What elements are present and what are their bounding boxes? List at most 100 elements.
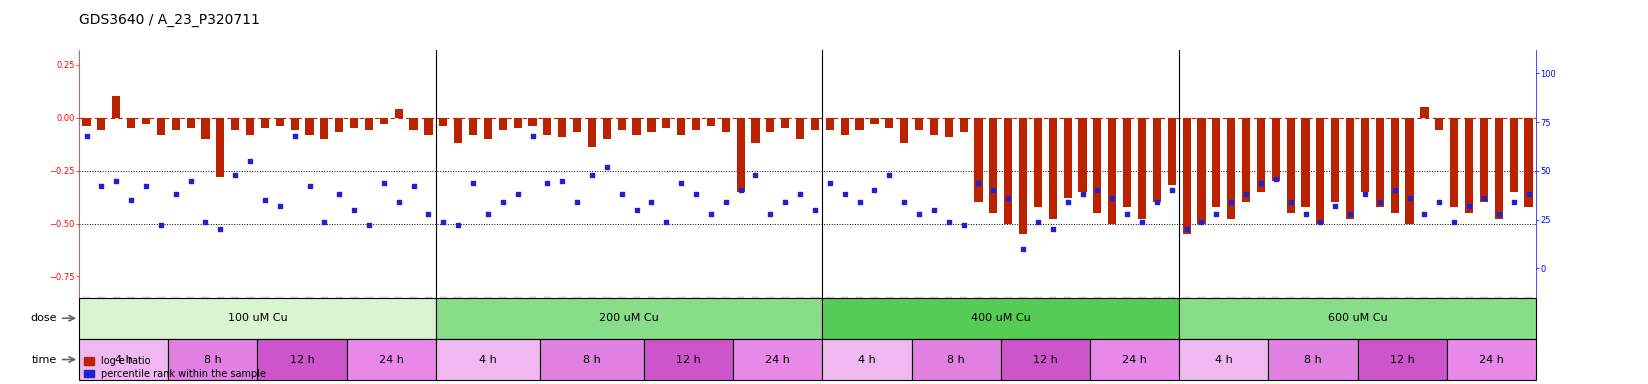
Bar xyxy=(305,118,313,135)
Point xyxy=(786,191,812,197)
Point xyxy=(1262,175,1289,182)
Bar xyxy=(157,118,165,135)
Point xyxy=(1337,211,1363,217)
Bar xyxy=(959,118,967,132)
Bar xyxy=(1107,118,1116,223)
Point xyxy=(712,199,738,205)
Point xyxy=(133,184,160,190)
Point xyxy=(1500,199,1526,205)
Point xyxy=(297,184,323,190)
Point xyxy=(1040,226,1066,232)
Point xyxy=(921,207,948,213)
Bar xyxy=(379,118,387,124)
Point xyxy=(1070,191,1096,197)
Text: 24 h: 24 h xyxy=(765,354,791,364)
Point xyxy=(638,199,664,205)
Point xyxy=(1381,187,1407,194)
Bar xyxy=(1406,118,1414,223)
Point xyxy=(326,191,353,197)
Bar xyxy=(822,339,911,380)
Point xyxy=(892,199,918,205)
Bar xyxy=(1004,118,1012,223)
Bar xyxy=(781,118,789,128)
Point xyxy=(119,197,145,203)
Point xyxy=(237,158,264,164)
Point xyxy=(1010,246,1037,252)
Bar xyxy=(1302,118,1310,207)
Bar xyxy=(1213,118,1221,207)
Bar xyxy=(1018,118,1027,234)
Bar xyxy=(455,118,463,143)
Bar xyxy=(766,118,775,132)
Bar xyxy=(97,118,105,130)
Bar xyxy=(275,118,283,126)
Point xyxy=(534,179,560,185)
Bar xyxy=(1524,118,1533,207)
Bar xyxy=(435,298,822,339)
Point xyxy=(951,222,977,228)
Bar xyxy=(112,96,120,118)
Point xyxy=(995,195,1022,201)
Point xyxy=(1322,203,1348,209)
Bar xyxy=(231,118,239,130)
Bar xyxy=(1168,118,1175,185)
Point xyxy=(1277,199,1304,205)
Bar xyxy=(320,118,328,139)
Point xyxy=(1173,226,1200,232)
Point xyxy=(906,211,933,217)
Text: 400 uM Cu: 400 uM Cu xyxy=(971,313,1030,323)
Bar xyxy=(257,339,346,380)
Point xyxy=(936,218,962,225)
Bar xyxy=(822,298,1180,339)
Point xyxy=(1188,218,1215,225)
Bar xyxy=(1089,339,1180,380)
Bar xyxy=(722,118,730,132)
Point xyxy=(504,191,531,197)
Bar xyxy=(811,118,819,130)
Bar xyxy=(796,118,804,139)
Point xyxy=(1025,218,1051,225)
Point xyxy=(445,222,471,228)
Bar xyxy=(168,339,257,380)
Bar xyxy=(1391,118,1399,213)
Point xyxy=(104,177,130,184)
Bar xyxy=(707,118,715,126)
Bar xyxy=(409,118,417,130)
Bar xyxy=(440,118,447,126)
Bar xyxy=(1269,339,1358,380)
Bar xyxy=(335,118,343,132)
Point xyxy=(193,218,219,225)
Bar xyxy=(692,118,700,130)
Bar xyxy=(1243,118,1251,202)
Bar xyxy=(1435,118,1444,130)
Point xyxy=(475,211,501,217)
Point xyxy=(578,172,605,178)
Bar xyxy=(514,118,522,128)
Point xyxy=(163,191,190,197)
Point xyxy=(1515,191,1541,197)
Point xyxy=(623,207,649,213)
Point xyxy=(1055,199,1081,205)
Point xyxy=(1411,211,1437,217)
Text: time: time xyxy=(31,354,56,364)
Bar xyxy=(82,118,91,126)
Bar xyxy=(574,118,582,132)
Text: 200 uM Cu: 200 uM Cu xyxy=(600,313,659,323)
Text: 8 h: 8 h xyxy=(583,354,602,364)
Point xyxy=(608,191,634,197)
Bar xyxy=(394,109,402,118)
Text: 12 h: 12 h xyxy=(290,354,315,364)
Bar xyxy=(900,118,908,143)
Bar xyxy=(1447,339,1536,380)
Bar xyxy=(1287,118,1295,213)
Text: 12 h: 12 h xyxy=(1033,354,1058,364)
Point xyxy=(208,226,234,232)
Point xyxy=(1233,191,1259,197)
Text: 24 h: 24 h xyxy=(1478,354,1503,364)
Text: 8 h: 8 h xyxy=(1304,354,1322,364)
Point xyxy=(1307,218,1333,225)
Bar xyxy=(559,118,567,137)
Text: 8 h: 8 h xyxy=(948,354,966,364)
Point xyxy=(311,218,338,225)
Point xyxy=(148,222,175,228)
